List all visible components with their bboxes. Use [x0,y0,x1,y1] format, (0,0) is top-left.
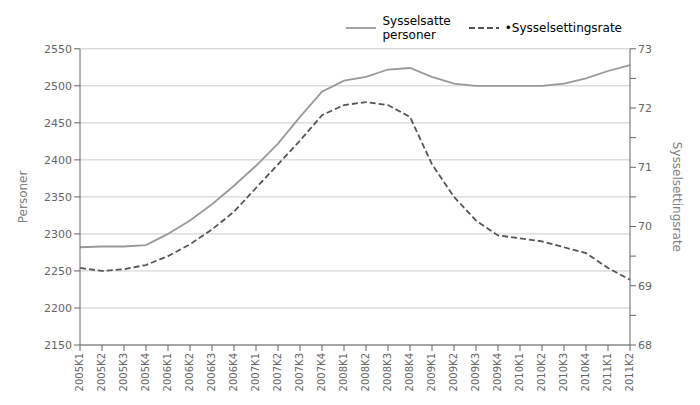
svg-text:Personer: Personer [16,171,30,224]
svg-text:2006K2: 2006K2 [184,353,195,391]
svg-text:2010K1: 2010K1 [514,353,525,391]
svg-text:2008K4: 2008K4 [404,353,415,391]
svg-text:70: 70 [638,220,652,233]
svg-text:2007K2: 2007K2 [272,353,283,391]
svg-text:2005K3: 2005K3 [118,353,129,391]
svg-text:2200: 2200 [44,302,72,315]
svg-text:2009K4: 2009K4 [492,353,503,391]
svg-text:2008K1: 2008K1 [338,353,349,391]
svg-text:2007K1: 2007K1 [250,353,261,391]
html-text:•Sysselsettingsrate: •Sysselsettingsrate [504,21,622,36]
svg-text:2007K3: 2007K3 [294,353,305,391]
svg-text:68: 68 [638,339,652,352]
svg-text:2150: 2150 [44,339,72,352]
svg-text:2011K1: 2011K1 [602,353,613,391]
svg-text:2550: 2550 [44,43,72,56]
svg-text:Sysselsettingsrate: Sysselsettingsrate [670,142,684,252]
svg-text:2400: 2400 [44,154,72,167]
svg-text:2010K3: 2010K3 [558,353,569,391]
svg-text:2006K3: 2006K3 [206,353,217,391]
svg-text:2450: 2450 [44,117,72,130]
svg-text:2010K2: 2010K2 [536,353,547,391]
svg-text:2008K3: 2008K3 [382,353,393,391]
svg-text:2011K2: 2011K2 [624,353,635,391]
svg-text:73: 73 [638,43,652,56]
svg-text:2250: 2250 [44,265,72,278]
svg-text:2005K1: 2005K1 [74,353,85,391]
svg-text:2010K4: 2010K4 [580,353,591,391]
svg-text:72: 72 [638,102,652,115]
svg-text:2350: 2350 [44,191,72,204]
svg-text:71: 71 [638,161,652,174]
svg-text:2006K1: 2006K1 [162,353,173,391]
svg-text:2007K4: 2007K4 [316,353,327,391]
svg-text:69: 69 [638,280,652,293]
svg-text:2005K4: 2005K4 [140,353,151,391]
html-text:Sysselsatte personer: Sysselsatte personer [382,14,451,43]
svg-text:2500: 2500 [44,80,72,93]
svg-text:2300: 2300 [44,228,72,241]
svg-text:2005K2: 2005K2 [96,353,107,391]
svg-text:2008K2: 2008K2 [360,353,371,391]
svg-text:2009K2: 2009K2 [448,353,459,391]
svg-text:2009K1: 2009K1 [426,353,437,391]
svg-text:2009K3: 2009K3 [470,353,481,391]
svg-text:2006K4: 2006K4 [228,353,239,391]
